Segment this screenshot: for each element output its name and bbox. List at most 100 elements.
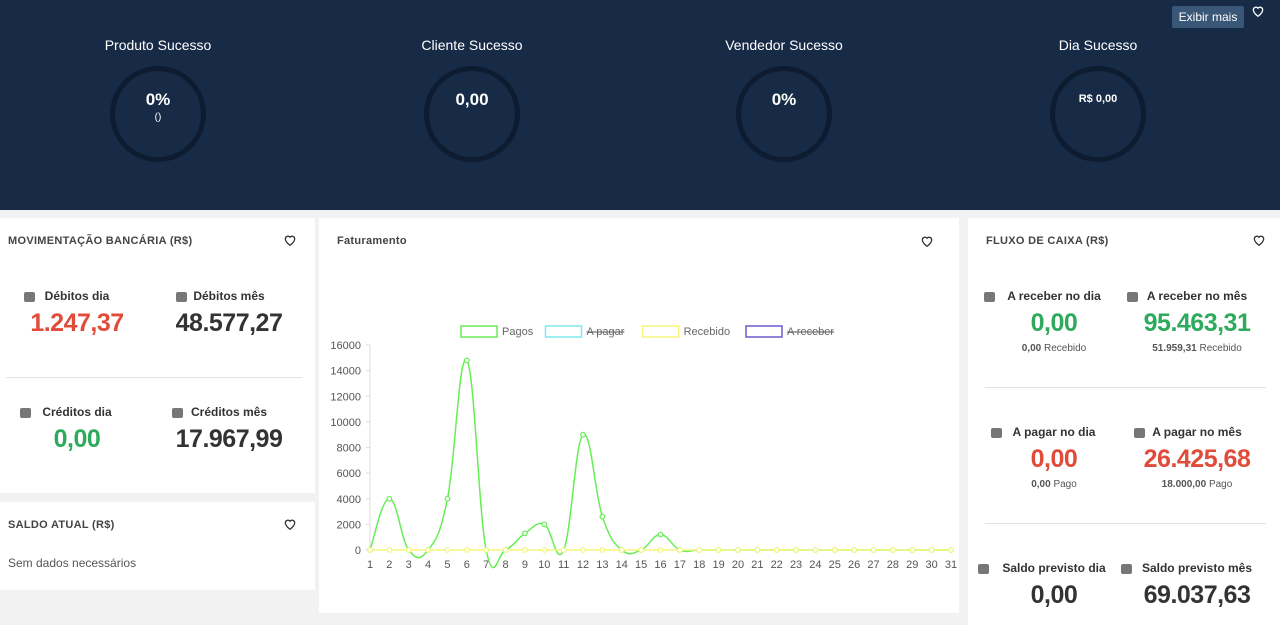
sub-value: 0,00 xyxy=(1031,479,1051,490)
cashflow-panel: FLUXO DE CAIXA (R$) A receber no dia 0,00 0… xyxy=(968,218,1280,625)
legend-label: Recebido xyxy=(684,326,730,338)
x-tick-label: 16 xyxy=(654,559,666,571)
sub-value: 18.000,00 xyxy=(1161,479,1207,490)
gauge-ring xyxy=(424,66,520,162)
sub-value: 51.959,31 xyxy=(1152,343,1197,354)
data-point xyxy=(405,547,412,553)
gauge-ring xyxy=(110,66,206,162)
sub-value: 0,00 xyxy=(1021,343,1042,354)
legend-swatch xyxy=(641,325,680,338)
y-tick-label: 14000 xyxy=(330,366,361,378)
x-tick-label: 9 xyxy=(522,559,528,571)
legend-label: A pagar xyxy=(587,326,625,338)
x-tick-label: 24 xyxy=(809,559,821,571)
item-value: 0,00 xyxy=(1030,445,1078,473)
data-point xyxy=(657,547,664,553)
data-point xyxy=(638,547,645,553)
item-sub: 0,00 Recebido xyxy=(979,343,1129,354)
data-point xyxy=(831,547,838,553)
data-point xyxy=(890,547,896,553)
data-point xyxy=(696,547,703,553)
item-value: 0,00 xyxy=(1030,309,1078,337)
item-label: Créditos mês xyxy=(190,405,268,419)
divider xyxy=(985,523,1266,524)
data-point xyxy=(909,547,916,553)
billing-panel: Faturamento 0 2000 4000 6000 8000 10000 12000 14… xyxy=(319,218,959,613)
data-point xyxy=(444,495,451,502)
item-label: A pagar no dia xyxy=(1012,425,1096,439)
x-tick-label: 18 xyxy=(693,559,705,571)
x-tick-label: 1 xyxy=(367,559,373,571)
gauge-ring xyxy=(736,66,832,162)
item-label: Saldo previsto dia xyxy=(1002,561,1106,575)
item-value: 95.463,31 xyxy=(1143,309,1251,337)
item-sub: 18.000,00 Pago xyxy=(1122,479,1272,490)
gauge-title: Vendedor Sucesso xyxy=(725,37,843,53)
gauge-value: 0% xyxy=(145,90,171,109)
data-point xyxy=(386,495,393,502)
favorite-icon[interactable] xyxy=(1252,233,1266,247)
data-point xyxy=(522,547,528,553)
data-point xyxy=(657,531,664,538)
legend-swatch xyxy=(544,325,583,338)
data-point xyxy=(599,547,606,553)
legend-label: A receber xyxy=(787,326,834,338)
x-tick-label: 6 xyxy=(464,559,470,571)
sub-label: Pago xyxy=(1053,479,1077,490)
data-point xyxy=(599,513,606,520)
x-tick-label: 7 xyxy=(483,559,489,571)
y-tick-label: 2000 xyxy=(337,519,361,531)
sub-label: Pago xyxy=(1208,479,1233,490)
data-point xyxy=(483,547,490,553)
data-point xyxy=(754,547,761,553)
data-point xyxy=(773,547,780,553)
favorite-icon[interactable] xyxy=(1251,4,1265,18)
x-tick-label: 27 xyxy=(867,559,879,571)
data-point xyxy=(580,547,586,553)
x-tick-label: 2 xyxy=(386,559,392,571)
x-tick-label: 23 xyxy=(790,559,802,571)
data-point xyxy=(541,547,548,553)
x-tick-label: 10 xyxy=(538,559,550,571)
item-icon xyxy=(175,292,187,302)
y-tick-label: 12000 xyxy=(330,391,361,403)
x-tick-label: 26 xyxy=(848,559,860,571)
item-sub: 0,00 Pago xyxy=(979,479,1129,490)
chart-title: Faturamento xyxy=(337,235,407,247)
gauge-sub: () xyxy=(154,112,162,123)
favorite-icon[interactable] xyxy=(283,517,297,531)
show-more-button[interactable]: Exibir mais xyxy=(1172,6,1244,28)
item-icon xyxy=(990,428,1002,438)
item-value: 0,00 xyxy=(1030,581,1078,609)
header: Exibir mais Produto Sucesso 0% () Cliente S… xyxy=(0,0,1280,210)
data-point xyxy=(870,547,877,553)
x-tick-label: 31 xyxy=(945,559,957,571)
gauge-title: Dia Sucesso xyxy=(1058,37,1138,53)
item-icon xyxy=(977,564,989,574)
data-point xyxy=(618,547,625,553)
legend-swatch xyxy=(460,325,498,338)
y-tick-label: 10000 xyxy=(330,417,361,429)
x-tick-label: 29 xyxy=(906,559,918,571)
divider xyxy=(985,387,1266,388)
legend-swatch xyxy=(745,325,783,338)
message: Sem dados necessários xyxy=(8,556,137,570)
y-tick-label: 0 xyxy=(355,545,361,557)
x-tick-label: 5 xyxy=(444,559,450,571)
y-tick-label: 6000 xyxy=(337,468,361,480)
item-value: 48.577,27 xyxy=(175,309,283,337)
panel-title: MOVIMENTAÇÃO BANCÁRIA (R$) xyxy=(8,235,193,247)
item-icon xyxy=(23,292,35,302)
item-value: 1.247,37 xyxy=(30,309,124,337)
item-icon xyxy=(1133,428,1145,438)
data-point xyxy=(928,547,935,553)
x-tick-label: 17 xyxy=(674,559,686,571)
item-value: 26.425,68 xyxy=(1143,445,1251,473)
y-tick-label: 16000 xyxy=(330,340,361,352)
item-label: A receber no mês xyxy=(1146,289,1248,303)
favorite-icon[interactable] xyxy=(283,233,297,247)
x-tick-label: 28 xyxy=(887,559,899,571)
data-point xyxy=(580,431,586,438)
favorite-icon[interactable] xyxy=(920,234,934,248)
